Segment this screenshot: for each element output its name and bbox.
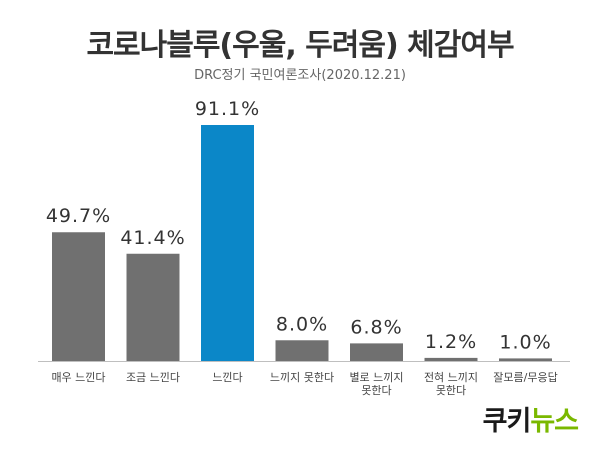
kuki-news-logo: 쿠키뉴스	[482, 399, 579, 438]
value-label-7: 1.0%	[499, 331, 551, 353]
chart-subtitle: DRC정기 국민여론조사(2020.12.21)	[194, 68, 406, 83]
bar-5	[350, 343, 403, 361]
value-label-6: 1.2%	[425, 331, 477, 353]
bar-6	[424, 357, 478, 361]
category-label-5-line-1: 별로 느끼지	[349, 371, 403, 384]
value-label-5: 6.8%	[350, 316, 402, 338]
bar-1	[52, 232, 105, 361]
value-label-1: 49.7%	[46, 205, 111, 227]
category-label-3: 느낀다	[212, 371, 242, 384]
bar-4	[275, 340, 329, 361]
category-label-5-line-2: 못한다	[361, 384, 391, 397]
category-label-7: 잘모름/무응답	[493, 371, 557, 384]
category-label-2: 조금 느낀다	[126, 371, 180, 384]
value-label-2: 41.4%	[120, 227, 185, 249]
value-label-4: 8.0%	[276, 313, 328, 335]
chart-title: 코로나블루(우울, 두려움) 체감여부	[86, 28, 514, 63]
value-label-3: 91.1%	[195, 98, 260, 120]
category-label-1: 매우 느낀다	[51, 371, 105, 384]
logo-part-1: 쿠키	[482, 406, 532, 437]
category-label-6-line-2: 못한다	[436, 384, 466, 397]
logo-part-2: 뉴스	[530, 406, 579, 437]
bar-2	[126, 253, 180, 361]
category-label-4: 느끼지 못한다	[270, 371, 334, 384]
category-label-6-line-1: 전혀 느끼지	[424, 371, 478, 384]
bar-7	[499, 358, 552, 361]
bar-3	[201, 125, 254, 361]
